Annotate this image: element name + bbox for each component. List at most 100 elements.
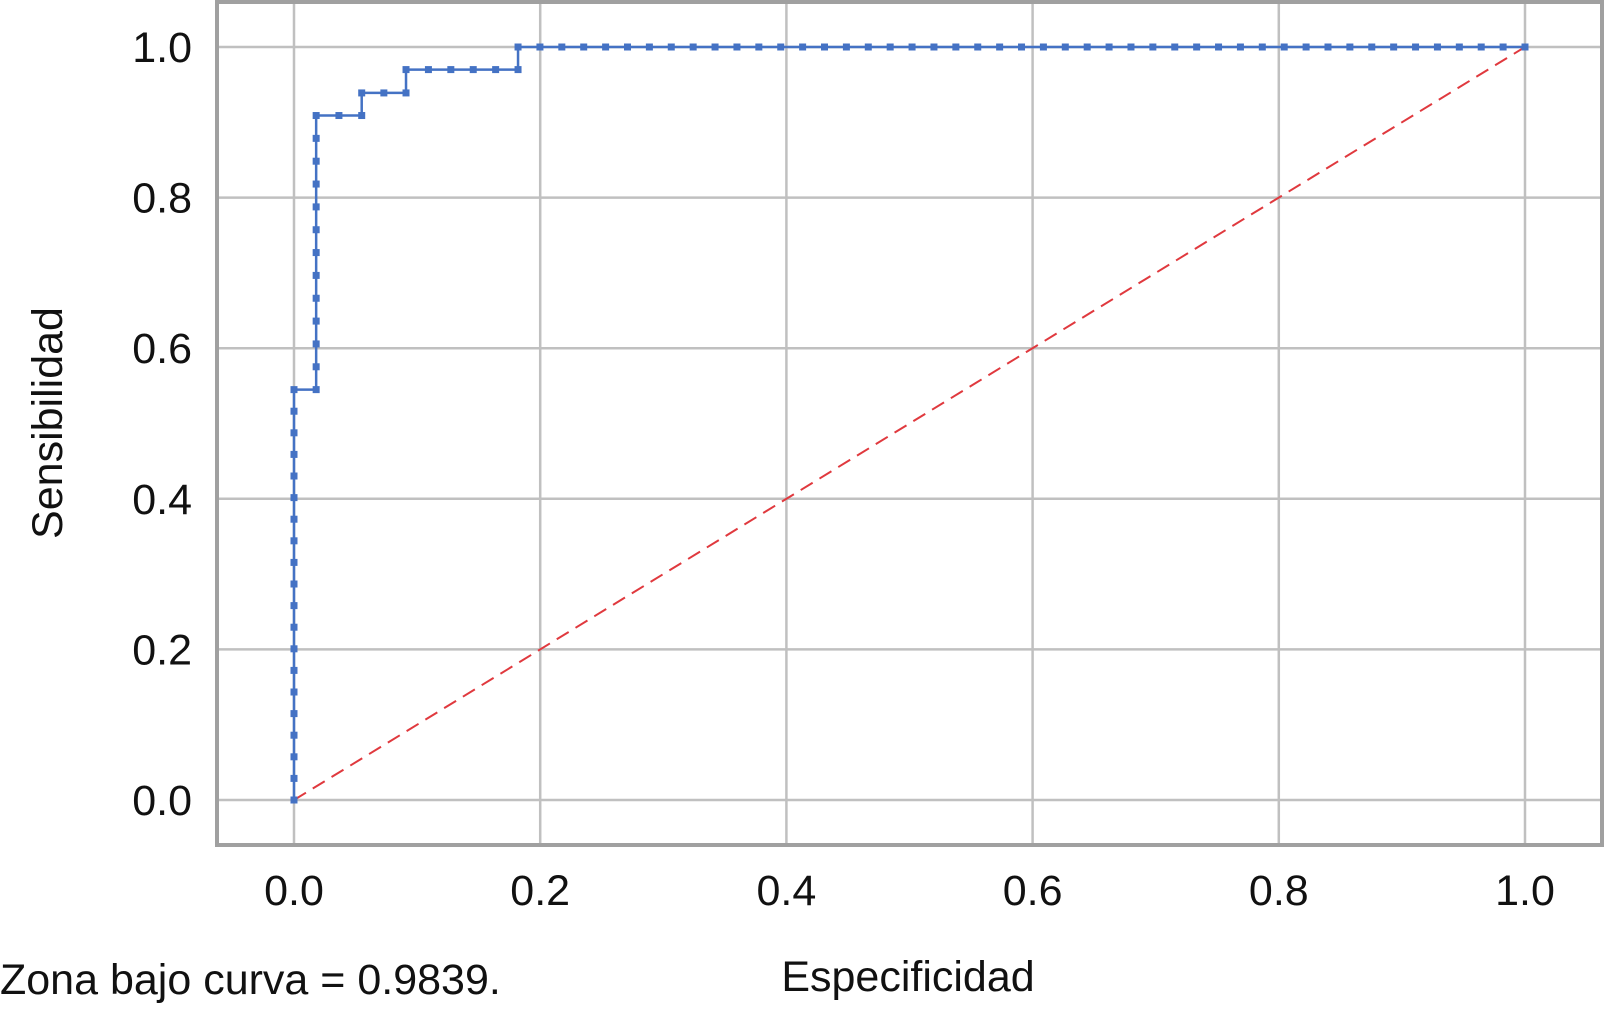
roc-point-marker [1193,43,1201,51]
roc-point-marker [312,340,320,348]
roc-point-marker [290,666,298,674]
roc-point-marker [755,43,763,51]
roc-point-marker [1499,43,1507,51]
roc-point-marker [312,112,320,120]
roc-point-marker [290,774,298,782]
roc-point-marker [821,43,829,51]
roc-point-marker [290,558,298,566]
roc-point-marker [645,43,653,51]
roc-point-marker [689,43,697,51]
roc-point-marker [290,710,298,718]
roc-point-marker [602,43,610,51]
roc-point-marker [1324,43,1332,51]
reference-diagonal-line [293,46,1526,801]
roc-point-marker [312,294,320,302]
roc-point-marker [623,43,631,51]
roc-point-marker [1215,43,1223,51]
roc-point-marker [290,472,298,480]
roc-point-marker [1521,43,1529,51]
roc-point-marker [1258,43,1266,51]
roc-point-marker [492,66,500,74]
y-tick-label: 0.8 [132,175,192,223]
roc-point-marker [1280,43,1288,51]
roc-point-marker [290,407,298,415]
grid [217,2,1602,845]
roc-point-marker [290,386,298,394]
roc-point-marker [1390,43,1398,51]
roc-point-marker [290,537,298,545]
roc-point-marker [799,43,807,51]
roc-point-marker [1236,43,1244,51]
roc-point-marker [290,602,298,610]
x-tick-labels: 0.0 0.2 0.4 0.6 0.8 1.0 [264,867,1555,915]
roc-point-marker [469,66,477,74]
x-tick-label: 0.8 [1249,867,1309,915]
roc-point-marker [402,89,410,97]
roc-point-marker [290,450,298,458]
y-tick-label: 0.0 [132,777,192,825]
roc-point-marker [312,203,320,211]
roc-point-marker [1455,43,1463,51]
roc-point-marker [1171,43,1179,51]
roc-point-marker [312,180,320,188]
roc-point-marker [312,226,320,234]
y-tick-label: 0.4 [132,476,192,524]
roc-point-marker [864,43,872,51]
x-axis-title: Especificidad [781,953,1034,1001]
roc-point-marker [514,43,522,51]
roc-point-marker [1083,43,1091,51]
roc-point-marker [886,43,894,51]
roc-point-marker [1018,43,1026,51]
x-tick-label: 0.4 [757,867,817,915]
roc-point-marker [290,494,298,502]
roc-point-marker [1412,43,1420,51]
roc-point-marker [290,731,298,739]
roc-point-marker [290,753,298,761]
roc-point-marker [447,66,455,74]
roc-point-marker [380,89,388,97]
roc-point-marker [1433,43,1441,51]
roc-point-marker [536,43,544,51]
x-tick-label: 1.0 [1495,867,1555,915]
roc-point-marker [558,43,566,51]
roc-point-marker [335,112,343,120]
roc-point-marker [952,43,960,51]
roc-point-marker [1346,43,1354,51]
roc-point-marker [711,43,719,51]
roc-point-marker [842,43,850,51]
x-tick-label: 0.6 [1003,867,1063,915]
y-tick-labels: 0.0 0.2 0.4 0.6 0.8 1.0 [132,24,192,825]
roc-point-marker [402,66,410,74]
auc-annotation: Zona bajo curva = 0.9839. [0,956,501,1004]
roc-point-marker [974,43,982,51]
roc-point-marker [290,429,298,437]
y-axis-title: Sensibilidad [24,307,72,539]
roc-curve-layer [290,43,1529,804]
roc-point-marker [290,515,298,523]
roc-point-marker [290,645,298,653]
roc-point-marker [1061,43,1069,51]
roc-point-marker [1302,43,1310,51]
roc-point-marker [733,43,741,51]
roc-point-marker [777,43,785,51]
y-tick-label: 1.0 [132,24,192,72]
x-tick-label: 0.0 [264,867,324,915]
roc-point-marker [1039,43,1047,51]
roc-curve-line [292,45,1525,800]
roc-point-marker [996,43,1004,51]
roc-point-marker [1127,43,1135,51]
roc-point-marker [1368,43,1376,51]
roc-point-marker [290,688,298,696]
roc-point-marker [1149,43,1157,51]
roc-point-marker [358,89,366,97]
roc-point-marker [930,43,938,51]
x-tick-label: 0.2 [510,867,570,915]
roc-point-marker [290,623,298,631]
roc-point-marker [312,386,320,394]
roc-point-marker [312,271,320,279]
roc-point-marker [1477,43,1485,51]
roc-point-marker [312,157,320,165]
roc-point-marker [312,317,320,325]
roc-point-marker [290,580,298,588]
